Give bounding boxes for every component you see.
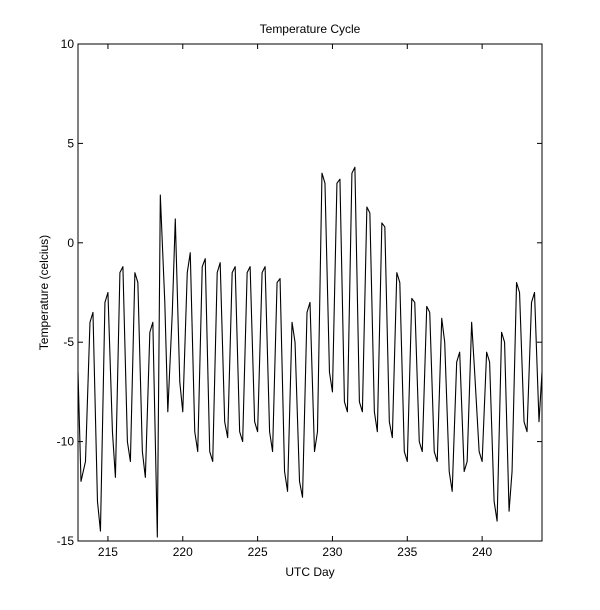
x-tick-label: 215 — [98, 545, 118, 559]
x-tick-label: 230 — [322, 545, 342, 559]
x-tick-label: 235 — [397, 545, 417, 559]
x-axis-title: UTC Day — [285, 565, 334, 579]
x-tick-label: 225 — [248, 545, 268, 559]
plot-area-frame — [77, 43, 543, 542]
x-axis: 215 220 225 230 235 240 — [98, 44, 492, 559]
y-tick-label: -10 — [57, 435, 75, 449]
y-axis-title: Temperature (celcius) — [37, 235, 51, 350]
y-tick-label: -5 — [63, 335, 74, 349]
y-axis: 10 5 0 -5 -10 -15 — [57, 37, 542, 548]
series-layer — [77, 166, 543, 538]
y-tick-label: 5 — [67, 136, 74, 150]
y-tick-label: -15 — [57, 534, 75, 548]
chart-title: Temperature Cycle — [260, 22, 361, 36]
y-tick-label: 10 — [61, 37, 75, 51]
temperature-series-line — [77, 166, 543, 538]
x-tick-label: 240 — [472, 545, 492, 559]
y-tick-label: 0 — [67, 236, 74, 250]
x-tick-label: 220 — [173, 545, 193, 559]
